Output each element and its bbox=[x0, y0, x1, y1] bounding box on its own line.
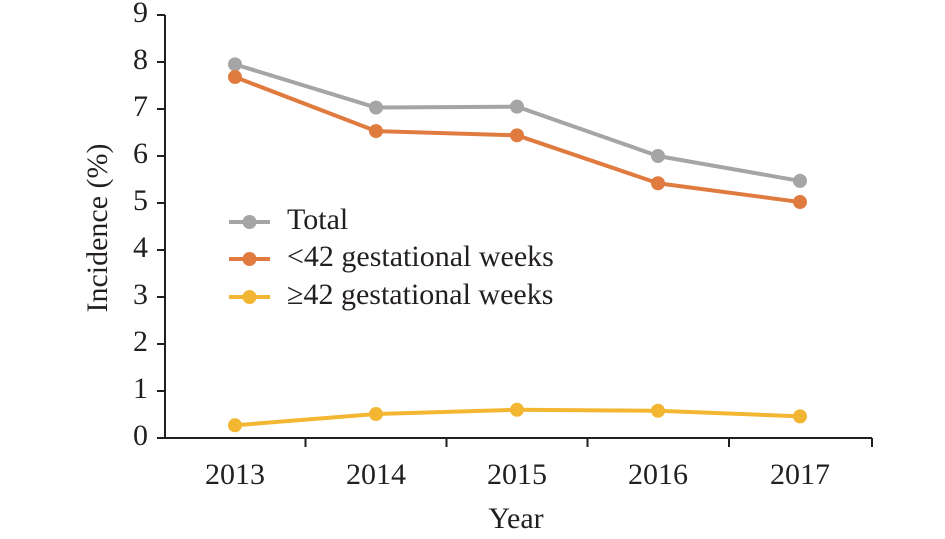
x-tick-label: 2017 bbox=[770, 458, 830, 491]
y-axis-title: Incidence (%) bbox=[81, 143, 114, 312]
legend-item: ≥42 gestational weeks bbox=[229, 278, 553, 311]
data-point bbox=[228, 57, 242, 72]
data-point bbox=[651, 149, 665, 163]
axes bbox=[164, 15, 872, 439]
legend-swatch-marker bbox=[242, 252, 257, 266]
data-point bbox=[228, 418, 242, 433]
series-line bbox=[234, 62, 801, 183]
y-ticks: 0 1 2 3 4 5 6 7 8 9 bbox=[133, 0, 165, 452]
y-tick-label: 0 bbox=[133, 419, 148, 452]
legend-swatch-marker bbox=[242, 215, 257, 229]
data-point bbox=[369, 407, 383, 422]
legend-item: Total bbox=[229, 203, 348, 236]
series-lines bbox=[228, 57, 807, 433]
y-tick-label: 3 bbox=[133, 278, 148, 311]
data-point bbox=[369, 100, 383, 115]
series-2 bbox=[228, 70, 807, 210]
x-axis-title: Year bbox=[488, 502, 543, 535]
y-tick-label: 8 bbox=[133, 43, 148, 76]
data-point bbox=[793, 195, 807, 210]
data-point bbox=[510, 128, 524, 143]
y-tick-label: 6 bbox=[133, 137, 148, 170]
legend-label: ≥42 gestational weeks bbox=[287, 278, 553, 311]
legend-item: <42 gestational weeks bbox=[229, 240, 554, 273]
data-point bbox=[510, 402, 524, 417]
data-point bbox=[651, 403, 665, 418]
legend-swatch-marker bbox=[242, 290, 257, 304]
y-tick-label: 7 bbox=[133, 90, 148, 123]
x-tick-label: 2016 bbox=[628, 458, 688, 491]
legend-label: Total bbox=[287, 203, 348, 236]
legend: Total <42 gestational weeks ≥42 gestationa… bbox=[229, 203, 554, 311]
y-tick-label: 9 bbox=[133, 0, 148, 29]
y-tick-label: 5 bbox=[133, 184, 148, 217]
series-1 bbox=[228, 57, 807, 188]
x-ticks: 2013 2014 2015 2016 2017 bbox=[205, 438, 873, 491]
data-point bbox=[793, 173, 807, 188]
x-tick-label: 2015 bbox=[487, 458, 547, 491]
y-tick-label: 4 bbox=[133, 231, 148, 264]
data-point bbox=[510, 99, 524, 114]
x-tick-label: 2013 bbox=[205, 458, 265, 491]
data-point bbox=[793, 409, 807, 424]
y-tick-label: 1 bbox=[133, 372, 148, 405]
x-tick-label: 2014 bbox=[346, 458, 406, 491]
data-point bbox=[651, 176, 665, 191]
y-tick-label: 2 bbox=[133, 325, 148, 358]
legend-label: <42 gestational weeks bbox=[287, 240, 554, 273]
data-point bbox=[369, 124, 383, 139]
data-point bbox=[228, 70, 242, 85]
series-3 bbox=[228, 402, 807, 433]
